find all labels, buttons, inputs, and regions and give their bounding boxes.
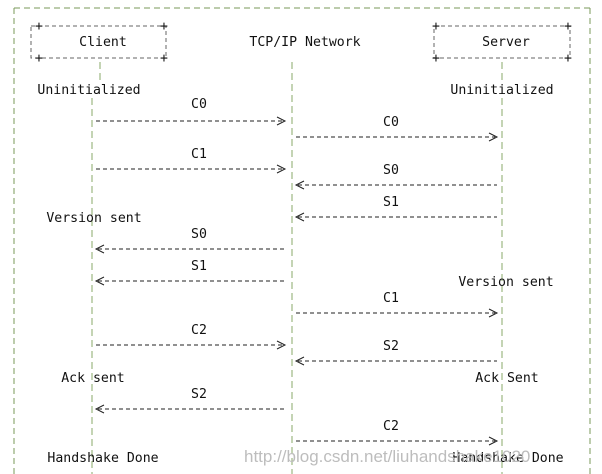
message-label: C2 — [383, 419, 399, 434]
arrowhead-left — [94, 244, 105, 254]
client-box-corner-bl: + — [35, 51, 43, 66]
arrowhead-left — [94, 404, 105, 414]
client-label: Client — [79, 35, 127, 50]
server-state-ack-sent: Ack Sent — [475, 371, 539, 386]
message-c0-client-to-network: C0 — [96, 97, 287, 126]
arrowhead-right — [488, 436, 499, 446]
server-state-uninitialized: Uninitialized — [450, 83, 553, 98]
message-label: C0 — [191, 97, 207, 112]
message-c2-client-to-network: C2 — [96, 323, 287, 350]
watermark: http://blog.csdn.net/liuhandshake1020 — [244, 447, 530, 466]
message-s0-network-to-client: S0 — [94, 227, 287, 254]
client-state-uninitialized: Uninitialized — [37, 83, 140, 98]
message-s0-server-to-network: S0 — [294, 163, 497, 190]
client-box: + + + + Client — [30, 19, 168, 66]
message-label: S1 — [383, 195, 399, 210]
server-label: Server — [482, 35, 530, 50]
message-s1-network-to-client: S1 — [94, 259, 287, 286]
client-state-handshake-done: Handshake Done — [47, 451, 158, 466]
arrowhead-left — [294, 356, 305, 366]
arrowhead-left — [94, 276, 105, 286]
server-box-corner-tr: + — [564, 19, 572, 34]
message-label: S0 — [383, 163, 399, 178]
network-label: TCP/IP Network — [249, 35, 360, 50]
message-c1-network-to-server: C1 — [296, 291, 499, 318]
client-state-version-sent: Version sent — [46, 211, 141, 226]
message-s2-network-to-client: S2 — [94, 387, 287, 414]
server-box: + + + + Server — [432, 19, 572, 66]
client-box-corner-br: + — [160, 51, 168, 66]
arrowhead-right — [276, 116, 287, 126]
message-label: S0 — [191, 227, 207, 242]
server-box-corner-tl: + — [432, 19, 440, 34]
server-state-version-sent: Version sent — [458, 275, 553, 290]
message-s1-server-to-network: S1 — [294, 195, 497, 222]
message-c0-network-to-server: C0 — [296, 115, 499, 142]
message-label: C1 — [383, 291, 399, 306]
message-label: S2 — [383, 339, 399, 354]
message-label: S1 — [191, 259, 207, 274]
arrowhead-right — [488, 308, 499, 318]
message-c2-network-to-server: C2 — [296, 419, 499, 446]
server-box-corner-bl: + — [432, 51, 440, 66]
arrowhead-right — [276, 164, 287, 174]
arrowhead-left — [294, 212, 305, 222]
client-state-ack-sent: Ack sent — [61, 371, 125, 386]
message-label: S2 — [191, 387, 207, 402]
message-s2-server-to-network: S2 — [294, 339, 497, 366]
client-box-corner-tr: + — [160, 19, 168, 34]
message-label: C1 — [191, 147, 207, 162]
message-c1-client-to-network: C1 — [96, 147, 287, 174]
arrowhead-right — [488, 132, 499, 142]
client-box-corner-tl: + — [35, 19, 43, 34]
message-label: C0 — [383, 115, 399, 130]
server-state-handshake-done: Handshake Done — [452, 451, 563, 466]
arrowhead-left — [294, 180, 305, 190]
server-box-corner-br: + — [564, 51, 572, 66]
arrowhead-right — [276, 340, 287, 350]
message-label: C2 — [191, 323, 207, 338]
